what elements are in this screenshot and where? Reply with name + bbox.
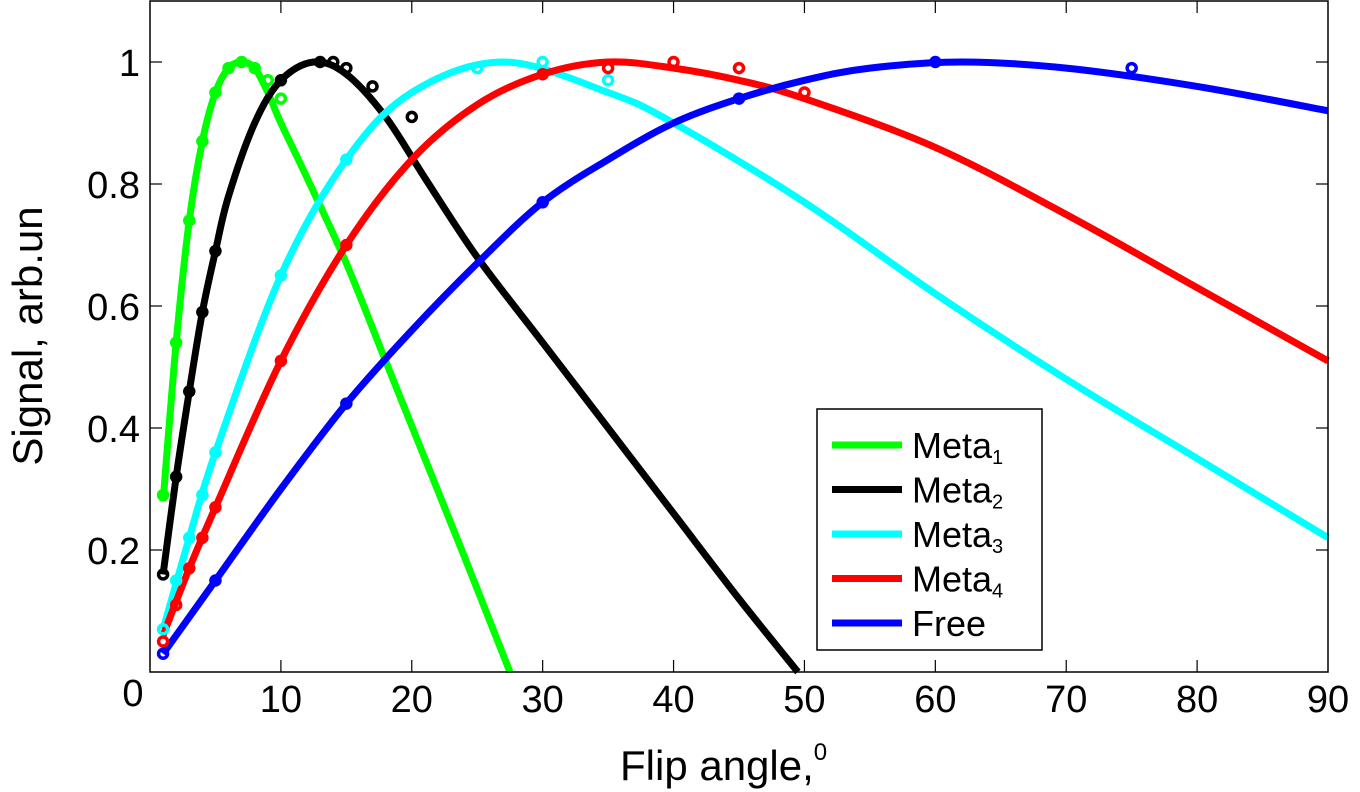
data-point-meta3: [183, 531, 196, 545]
data-point-free: [929, 55, 942, 69]
data-point-meta2: [326, 55, 340, 69]
curve-meta1: [159, 58, 514, 674]
x-tick-label: 40: [652, 679, 694, 721]
data-point-meta4: [340, 238, 353, 252]
legend-label-meta4: Meta4: [912, 559, 1003, 603]
data-point-meta2: [366, 80, 379, 93]
data-point-meta2: [405, 110, 419, 124]
data-point-meta3: [274, 269, 288, 282]
x-axis: 0 10 20 30 40 50 60 70 80 90: [122, 1, 1349, 721]
data-point-meta1: [169, 336, 183, 349]
data-point-meta1: [235, 55, 248, 69]
data-point-meta4: [209, 501, 222, 514]
y-tick-label: 1: [119, 43, 140, 85]
data-point-free: [340, 397, 353, 410]
x-tick-label: 70: [1045, 679, 1087, 721]
x-tick-label: 10: [260, 679, 302, 721]
data-point-meta4: [169, 598, 183, 612]
data-point-meta4: [601, 61, 615, 75]
data-point-meta4: [732, 61, 746, 75]
data-point-meta4: [536, 67, 549, 81]
x-tick-label: 20: [391, 679, 433, 721]
data-point-meta2: [209, 244, 222, 258]
y-tick-label: 0.6: [87, 287, 140, 329]
data-point-meta1: [183, 214, 196, 227]
data-point-meta2: [196, 305, 209, 319]
y-tick-label: 0.8: [87, 165, 140, 207]
data-point-free: [732, 92, 746, 105]
data-point-meta1: [209, 86, 222, 99]
data-point-meta4: [196, 531, 209, 545]
data-point-free: [536, 196, 549, 209]
y-tick-label: 0.4: [87, 409, 140, 451]
data-point-meta1: [196, 135, 209, 148]
data-point-meta2: [183, 385, 196, 398]
data-point-meta1: [274, 92, 288, 105]
curve-meta2: [159, 58, 801, 675]
data-point-meta3: [470, 61, 484, 75]
data-point-free: [156, 647, 170, 660]
legend-label-free: Free: [912, 603, 986, 644]
legend-label-meta1: Meta1: [912, 425, 1003, 469]
legend-label-meta2: Meta2: [912, 470, 1003, 514]
x-axis-label: Flip angle,0: [620, 739, 827, 789]
series-markers: [156, 55, 1138, 660]
data-point-meta4: [798, 86, 811, 99]
data-point-meta1: [248, 61, 261, 75]
y-axis-label: Signal, arb.un: [4, 206, 51, 465]
data-point-meta2: [169, 470, 183, 484]
y-axis: 0.2 0.4 0.6 0.8 1: [87, 43, 1328, 573]
data-point-meta3: [209, 446, 222, 459]
plot-frame: [149, 0, 1329, 673]
data-point-meta1: [222, 61, 235, 75]
legend-box: [816, 408, 1043, 651]
data-point-meta4: [274, 354, 288, 368]
series-curves: [159, 58, 1330, 675]
x-tick-label: 60: [914, 679, 956, 721]
data-point-meta3: [169, 574, 183, 587]
x-tick-label: 0: [122, 673, 143, 715]
curve-meta4: [159, 58, 1330, 637]
data-point-meta3: [601, 74, 615, 87]
x-tick-label: 50: [783, 679, 825, 721]
data-point-meta3: [340, 153, 353, 166]
curve-meta3: [159, 58, 1330, 631]
data-point-meta1: [156, 488, 170, 502]
data-point-meta4: [156, 635, 170, 648]
legend-label-meta3: Meta3: [912, 514, 1003, 558]
data-point-meta1: [261, 74, 275, 87]
x-tick-label: 30: [522, 679, 564, 721]
y-tick-label: 0.2: [87, 531, 140, 573]
data-point-meta2: [313, 55, 327, 69]
data-point-meta3: [536, 55, 549, 69]
x-tick-label: 90: [1307, 679, 1349, 721]
data-point-free: [209, 574, 222, 587]
data-point-free: [1125, 61, 1138, 75]
data-point-meta4: [667, 55, 680, 69]
data-point-meta3: [156, 623, 170, 636]
curve-free: [160, 58, 1329, 656]
data-point-meta2: [340, 61, 353, 75]
data-point-meta3: [196, 488, 209, 502]
x-tick-label: 80: [1176, 679, 1218, 721]
data-point-meta2: [156, 568, 170, 581]
data-point-meta4: [183, 562, 196, 575]
data-point-meta2: [274, 74, 288, 87]
